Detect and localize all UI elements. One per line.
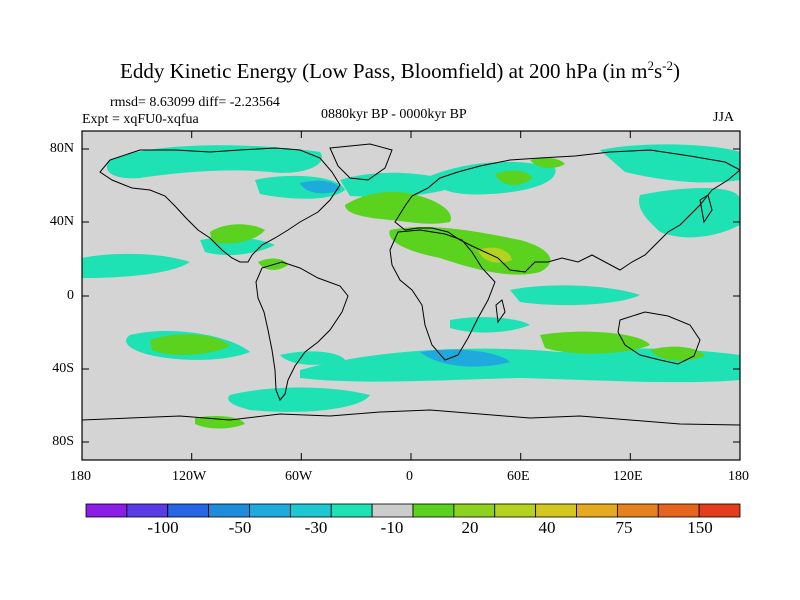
colorbar-swatch	[330, 503, 373, 518]
y-tick-label: 40S	[52, 361, 74, 376]
neg-anomaly-europe	[430, 161, 556, 195]
colorbar-swatch	[453, 503, 496, 518]
season-label: JJA	[713, 110, 735, 125]
y-tick-label: 0	[67, 288, 74, 303]
stats-text: rmsd= 8.63099 diff= -2.23564	[110, 95, 280, 110]
colorbar-label: -10	[380, 518, 404, 537]
coastlines	[82, 143, 740, 426]
x-tick-label: 180	[728, 469, 749, 484]
colorbar-swatch	[494, 503, 537, 518]
colorbar-swatch	[616, 503, 659, 518]
pos-anomaly-arctic	[530, 157, 565, 169]
plot-title: Eddy Kinetic Energy (Low Pass, Bloomfiel…	[120, 58, 680, 83]
x-tick-label: 120E	[613, 469, 643, 484]
colorbar-swatch	[535, 503, 577, 518]
colorbar	[85, 503, 741, 518]
neg-anomaly-south-america	[280, 351, 345, 365]
colorbar-swatch	[289, 503, 332, 518]
coast-australia	[617, 311, 701, 365]
anomaly-fields	[82, 144, 740, 429]
neg-anomaly-south-atlantic	[228, 387, 370, 412]
pos-anomaly-north-america	[210, 224, 265, 244]
coast-madagascar	[495, 299, 506, 324]
colorbar-swatch	[657, 503, 700, 518]
coast-antarctica	[82, 409, 740, 426]
neg-anomaly-tropical-atlantic	[450, 317, 530, 333]
axis-ticks	[81, 131, 741, 460]
pos-anomaly-siberia	[495, 170, 532, 186]
colorbar-swatch	[208, 503, 250, 518]
coast-japan	[699, 194, 713, 224]
x-tick-label: 60W	[285, 469, 313, 484]
colorbar-label: 150	[687, 518, 713, 537]
colorbar-swatch	[371, 503, 414, 518]
pos-anomaly-mediterranean-middle-east	[389, 227, 551, 275]
neg-anomaly-central-pacific	[82, 253, 190, 278]
pos-anomaly-south-indian	[540, 331, 650, 354]
coast-eurasia	[394, 149, 740, 273]
neg-strong-north-atlantic	[300, 180, 340, 194]
neg-strong-southern-ocean	[420, 349, 510, 367]
coast-africa	[389, 229, 496, 361]
neg-anomaly-west-pacific	[639, 188, 740, 238]
colorbar-swatch	[126, 503, 169, 518]
coast-greenland	[329, 143, 393, 181]
colorbar-swatch	[167, 503, 210, 518]
neg-anomaly-north-pacific	[106, 145, 322, 179]
colorbar-label: 40	[538, 518, 556, 537]
neg-anomaly-southern-ocean	[300, 348, 740, 383]
pos-anomaly-south-pacific	[150, 334, 230, 355]
colorbar-label: -30	[304, 518, 328, 537]
colorbar-swatch	[85, 503, 128, 518]
neg-anomaly-indian-ocean	[510, 285, 640, 306]
pos-anomaly-south-atlantic	[195, 416, 245, 429]
y-tick-label: 80N	[49, 141, 74, 156]
colorbar-swatch	[249, 503, 291, 518]
experiment-label: Expt = xqFU0-xqfua	[82, 112, 199, 127]
x-tick-label: 180	[70, 469, 91, 484]
coast-north-america	[99, 147, 341, 263]
period-label: 0880kyr BP - 0000kyr BP	[321, 107, 467, 122]
colorbar-swatch	[576, 503, 618, 518]
colorbar-swatch	[698, 503, 741, 518]
colorbar-swatch	[412, 503, 455, 518]
x-tick-label: 120W	[172, 469, 207, 484]
colorbar-label: 20	[461, 518, 479, 537]
pos-anomaly-atlantic-europe	[345, 191, 451, 224]
coast-south-america	[255, 261, 349, 401]
colorbar-label: -50	[228, 518, 252, 537]
colorbar-label: -100	[147, 518, 179, 537]
neg-anomaly-east-asia	[600, 144, 740, 183]
pos-strong-arabia	[478, 247, 512, 263]
y-tick-label: 80S	[52, 434, 74, 449]
x-tick-label: 60E	[507, 469, 530, 484]
y-tick-label: 40N	[49, 214, 74, 229]
colorbar-label: 75	[615, 518, 633, 537]
x-tick-label: 0	[406, 469, 413, 484]
